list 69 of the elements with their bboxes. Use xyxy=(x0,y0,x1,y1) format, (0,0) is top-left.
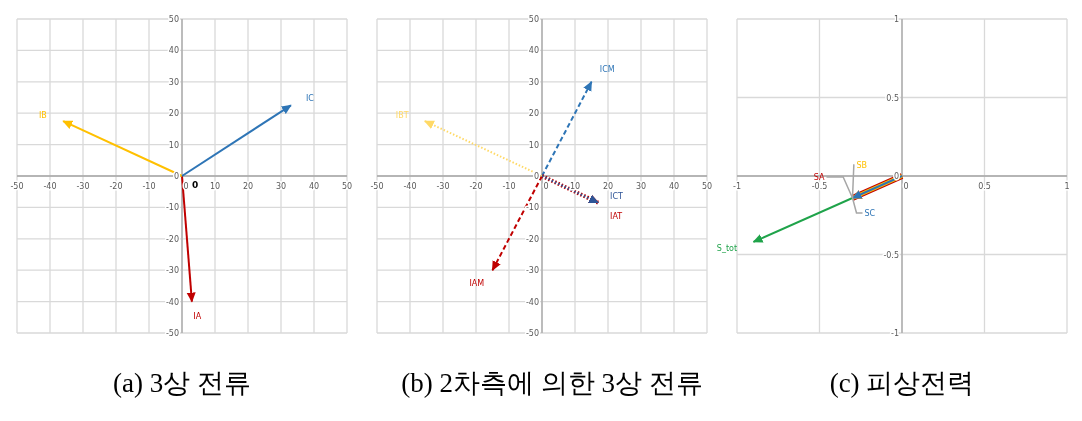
x-tick-label: -30 xyxy=(76,182,90,191)
y-tick-label: 40 xyxy=(168,46,179,56)
y-tick-label: 0.5 xyxy=(886,93,899,103)
text: SB xyxy=(856,160,868,170)
y-tick-label: 10 xyxy=(528,140,539,150)
x-tick-label: -50 xyxy=(370,182,384,191)
series-label: IA xyxy=(193,311,202,321)
x-tick-label: 20 xyxy=(242,182,254,191)
x-tick-label: 10 xyxy=(209,182,221,191)
y-tick-label: 0 xyxy=(173,172,179,181)
series-label: IAM xyxy=(469,278,485,288)
y-tick-label: 1 xyxy=(893,15,899,24)
x-tick-label: 50 xyxy=(341,182,353,191)
x-tick-label: -10 xyxy=(502,182,516,191)
x-tick-label: 10 xyxy=(569,182,581,191)
x-tick-label: 0.5 xyxy=(978,182,991,191)
y-tick-label: -40 xyxy=(525,297,539,307)
x-tick-label: -40 xyxy=(403,182,417,191)
y-tick-label: -20 xyxy=(165,234,179,244)
y-tick-label: -50 xyxy=(165,329,179,338)
y-tick-label: 0 xyxy=(533,172,539,181)
x-tick-label: -40 xyxy=(43,182,57,191)
x-tick-label: 50 xyxy=(701,182,713,191)
y-tick-label: -30 xyxy=(525,266,539,276)
x-tick-label: 20 xyxy=(602,182,614,191)
x-tick-label: -20 xyxy=(469,182,483,191)
y-tick-label: -0.5 xyxy=(883,250,899,260)
series-label: ICT xyxy=(610,191,624,201)
x-tick-label: -50 xyxy=(10,182,24,191)
text: S_tot xyxy=(716,243,738,253)
y-tick-label: 30 xyxy=(168,77,179,87)
y-tick-label: 20 xyxy=(528,109,539,119)
x-tick-label: 0 xyxy=(543,182,549,191)
y-tick-label: -10 xyxy=(165,203,179,213)
series-label: ICM xyxy=(599,65,615,75)
y-tick-label: 20 xyxy=(168,109,179,119)
y-tick-label: 50 xyxy=(528,15,539,24)
y-tick-label: 10 xyxy=(168,140,179,150)
x-tick-label: 40 xyxy=(308,182,320,191)
text: SA xyxy=(813,172,826,182)
x-tick-label: -0.5 xyxy=(811,182,828,191)
x-tick-label: 30 xyxy=(275,182,287,191)
text: (c) 피상전력 xyxy=(829,368,975,398)
y-tick-label: 0 xyxy=(893,172,899,181)
x-tick-label: 30 xyxy=(635,182,647,191)
x-tick-label: -20 xyxy=(109,182,123,191)
x-tick-label: 0 xyxy=(183,182,189,191)
series-label: SC xyxy=(864,208,876,218)
y-tick-label: 50 xyxy=(168,15,179,24)
y-tick-label: -50 xyxy=(525,329,539,338)
y-tick-label: -40 xyxy=(165,297,179,307)
text: (a) 3상 전류 xyxy=(113,368,251,398)
x-tick-label: -10 xyxy=(142,182,156,191)
y-tick-label: -20 xyxy=(525,234,539,244)
text: IB xyxy=(39,111,47,121)
text: (b) 2차측에 의한 3상 전류 xyxy=(401,368,703,398)
series-label: IC xyxy=(306,93,315,103)
y-tick-label: -1 xyxy=(891,329,899,338)
y-tick-label: 30 xyxy=(528,77,539,87)
x-tick-label: -1 xyxy=(733,182,741,191)
x-tick-label: 0 xyxy=(903,182,909,191)
x-tick-label: 1 xyxy=(1064,182,1070,191)
y-tick-label: -30 xyxy=(165,266,179,276)
y-tick-label: 40 xyxy=(528,46,539,56)
x-tick-label: -30 xyxy=(436,182,450,191)
text: IBT xyxy=(395,111,409,121)
series-label: IAT xyxy=(610,211,623,221)
y-tick-label: -10 xyxy=(525,203,539,213)
x-tick-label: 40 xyxy=(668,182,680,191)
